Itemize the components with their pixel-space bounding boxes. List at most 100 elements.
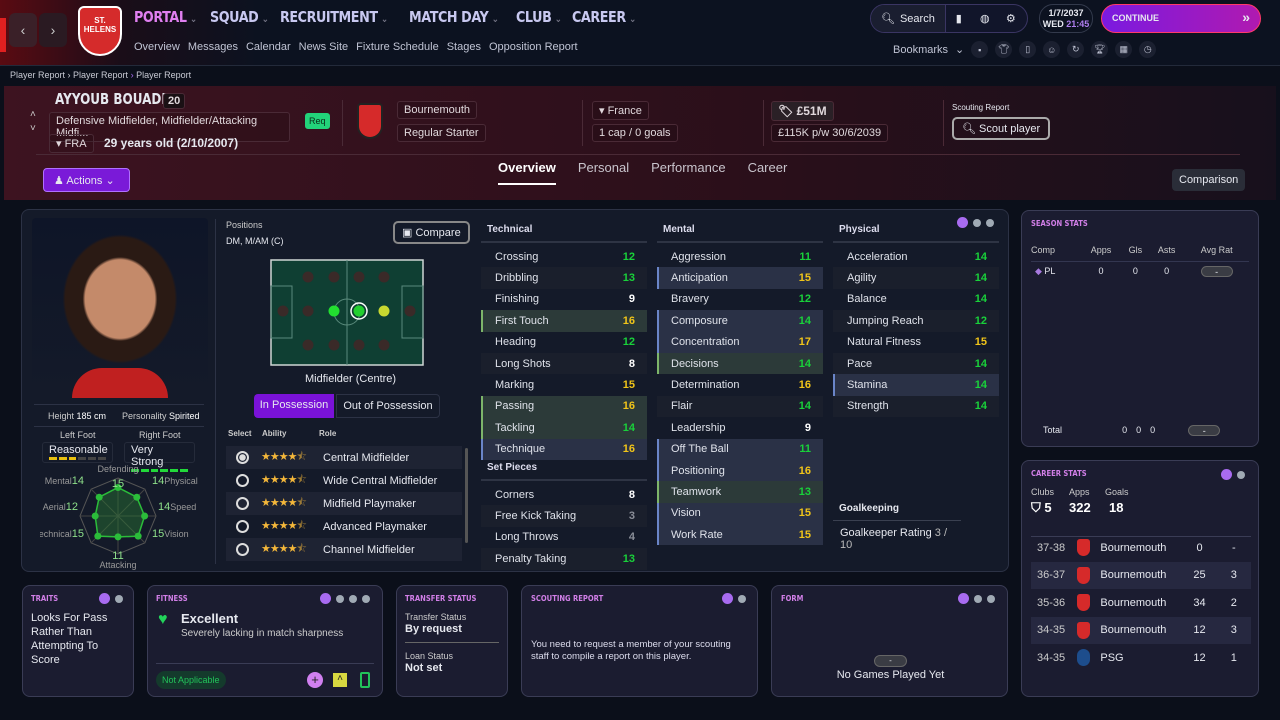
attribute-row[interactable]: Flair 14: [657, 395, 823, 418]
club-name[interactable]: Bournemouth: [1100, 569, 1167, 582]
position-dot[interactable]: [353, 305, 365, 317]
attribute-row[interactable]: Decisions 14: [657, 352, 823, 375]
calendar-icon[interactable]: ▦: [1115, 41, 1133, 58]
attribute-row[interactable]: Crossing 12: [481, 246, 647, 267]
subnav-item[interactable]: News Site: [298, 41, 349, 53]
position-dot[interactable]: [302, 305, 314, 317]
attribute-row[interactable]: Pace 14: [833, 352, 999, 375]
attribute-row[interactable]: Stamina 14: [833, 374, 999, 396]
role-radio[interactable]: [236, 497, 249, 510]
stats-row[interactable]: Total 0 0 0-: [1031, 422, 1249, 438]
club-name[interactable]: Bournemouth: [1100, 541, 1167, 554]
career-row[interactable]: 34-35 PSG 12 1: [1031, 644, 1251, 672]
attribute-row[interactable]: Dribbling 13: [481, 267, 647, 289]
attribute-row[interactable]: Positioning 16: [657, 459, 823, 482]
attribute-row[interactable]: Finishing 9: [481, 289, 647, 310]
club-name[interactable]: Bournemouth: [397, 101, 478, 119]
nation-box[interactable]: ▾ France: [592, 101, 649, 120]
attribute-row[interactable]: Anticipation 15: [657, 267, 823, 289]
attribute-row[interactable]: Technique 16: [481, 438, 647, 460]
subnav-item[interactable]: Messages: [187, 41, 238, 53]
career-row[interactable]: 35-36 Bournemouth 34 2: [1031, 589, 1251, 617]
nav-match-day[interactable]: MATCH DAY ⌄: [409, 8, 499, 26]
attribute-row[interactable]: Agility 14: [833, 267, 999, 289]
sharpness-up-icon[interactable]: ˄: [333, 673, 347, 687]
gear-icon[interactable]: ⚙: [1005, 13, 1016, 25]
compare-button[interactable]: ▣ Compare: [393, 221, 470, 244]
attribute-row[interactable]: Aggression 11: [657, 246, 823, 267]
career-row[interactable]: 34-35 Bournemouth 12 3: [1031, 616, 1251, 644]
shirt-icon[interactable]: 👕︎: [995, 41, 1013, 58]
club-logo[interactable]: ST. HELENS: [78, 6, 122, 56]
column-header[interactable]: Apps: [1090, 244, 1112, 255]
role-scrollbar[interactable]: [465, 448, 468, 543]
attribute-row[interactable]: Leadership 9: [657, 417, 823, 438]
tab-overview[interactable]: Overview: [498, 160, 556, 185]
position-dot[interactable]: [328, 339, 340, 351]
club-name[interactable]: Bournemouth: [1100, 624, 1167, 637]
tab-in-possession[interactable]: In Possession: [254, 394, 334, 418]
attribute-row[interactable]: Bravery 12: [657, 289, 823, 310]
phone-icon[interactable]: ▯: [1019, 41, 1037, 58]
column-header[interactable]: Avg Rat: [1200, 244, 1233, 255]
attribute-row[interactable]: Composure 14: [657, 310, 823, 332]
clock-icon[interactable]: ◷: [1139, 41, 1157, 58]
attribute-row[interactable]: Penalty Taking 13: [481, 548, 647, 570]
globe-icon[interactable]: ◍: [980, 13, 990, 25]
role-radio[interactable]: [236, 474, 249, 487]
career-row[interactable]: 36-37 Bournemouth 25 3: [1031, 561, 1251, 589]
role-row[interactable]: ★★★★⯪ Channel Midfielder: [226, 538, 462, 561]
position-dot[interactable]: [328, 271, 340, 283]
attribute-row[interactable]: First Touch 16: [481, 310, 647, 332]
position-dot[interactable]: [378, 339, 390, 351]
position-dot[interactable]: [328, 305, 340, 317]
subnav-item[interactable]: Stages: [446, 41, 481, 53]
role-row[interactable]: ★★★★⯪ Wide Central Midfielder: [226, 469, 462, 492]
chevron-up-icon[interactable]: ˄: [30, 109, 36, 120]
breadcrumb-item[interactable]: Player Report: [10, 70, 66, 80]
attribute-row[interactable]: Tackling 14: [481, 417, 647, 439]
attribute-row[interactable]: Heading 12: [481, 332, 647, 353]
attribute-row[interactable]: Work Rate 15: [657, 524, 823, 546]
role-radio[interactable]: [236, 451, 249, 464]
back-button[interactable]: ‹: [9, 13, 37, 47]
club-name[interactable]: Bournemouth: [1100, 596, 1167, 609]
attribute-row[interactable]: Balance 14: [833, 289, 999, 310]
actions-button[interactable]: ♟ Actions ⌄: [43, 168, 130, 192]
role-row[interactable]: ★★★★⯪ Advanced Playmaker: [226, 515, 462, 538]
position-dot[interactable]: [302, 271, 314, 283]
position-dot[interactable]: [302, 339, 314, 351]
req-badge[interactable]: Req: [305, 113, 330, 129]
attribute-row[interactable]: Marking 15: [481, 374, 647, 395]
stats-row[interactable]: ◆ PL 0 0 0 -: [1031, 261, 1249, 281]
position-dot[interactable]: [277, 305, 289, 317]
subnav-item[interactable]: Calendar: [245, 41, 291, 53]
position-dot[interactable]: [404, 305, 416, 317]
trophy-icon[interactable]: 🏆︎: [1091, 41, 1109, 58]
attribute-row[interactable]: Corners 8: [481, 484, 647, 505]
subnav-item[interactable]: Opposition Report: [488, 41, 578, 53]
chat-icon[interactable]: ▪: [971, 41, 989, 58]
subnav-item[interactable]: Overview: [134, 41, 180, 53]
attribute-row[interactable]: Free Kick Taking 3: [481, 505, 647, 527]
page-dots[interactable]: [1221, 469, 1245, 480]
page-dots[interactable]: [722, 593, 746, 604]
attribute-row[interactable]: Natural Fitness 15: [833, 332, 999, 353]
nav-club[interactable]: CLUB ⌄: [516, 8, 562, 26]
tab-performance[interactable]: Performance: [651, 160, 726, 175]
page-dots[interactable]: [99, 593, 123, 604]
column-header[interactable]: Gls: [1128, 244, 1143, 255]
position-dot[interactable]: [353, 339, 365, 351]
nav-recruitment[interactable]: RECRUITMENT ⌄: [280, 8, 388, 26]
role-radio[interactable]: [236, 520, 249, 533]
attribute-row[interactable]: Passing 16: [481, 395, 647, 418]
page-dots[interactable]: [957, 217, 994, 228]
position-dot[interactable]: [378, 271, 390, 283]
position-dot[interactable]: [378, 305, 390, 317]
attribute-row[interactable]: Teamwork 13: [657, 481, 823, 503]
scout-player-button[interactable]: 🔍︎ Scout player: [952, 117, 1051, 140]
subnav-item[interactable]: Fixture Schedule: [356, 41, 439, 53]
column-header[interactable]: Comp: [1031, 244, 1056, 255]
column-header[interactable]: Asts: [1157, 244, 1176, 255]
tab-career[interactable]: Career: [747, 160, 788, 175]
